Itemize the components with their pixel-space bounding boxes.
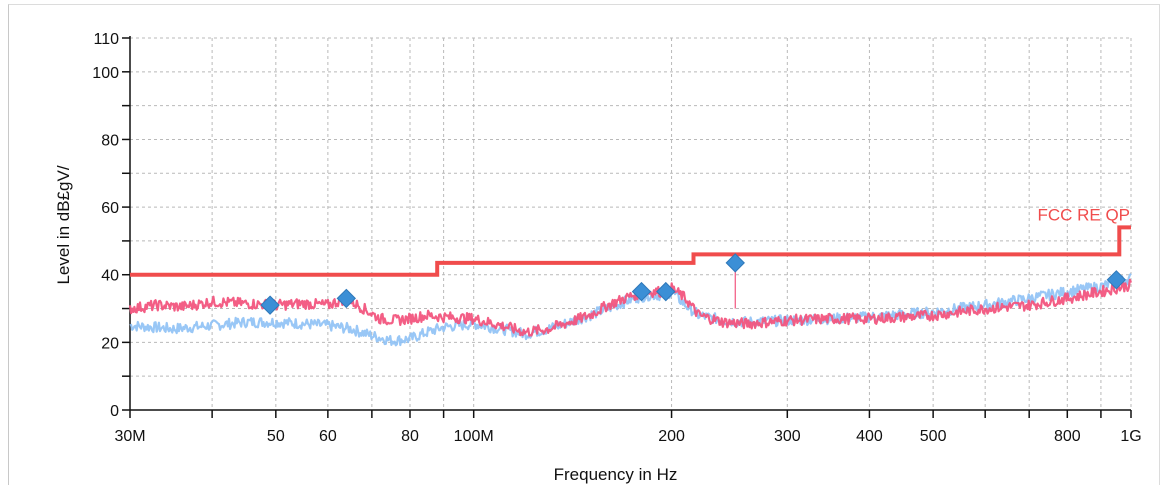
x-tick-label: 1G: [1120, 428, 1141, 445]
x-tick-label: 30M: [114, 428, 145, 445]
x-axis-title: Frequency in Hz: [554, 465, 678, 484]
axes: [122, 36, 1132, 418]
y-tick-label: 80: [101, 132, 119, 149]
x-tick-label: 100M: [454, 428, 494, 445]
fcc-limit-line: [130, 225, 1131, 277]
series-layer: [128, 272, 1133, 347]
x-tick-label: 200: [658, 428, 685, 445]
x-tick-label: 300: [774, 428, 801, 445]
x-tick-label: 500: [920, 428, 947, 445]
peak-marker: [725, 253, 745, 273]
limit-layer: [130, 225, 1131, 277]
x-tick-label: 50: [267, 428, 285, 445]
peak-marker: [1106, 270, 1127, 290]
marker-layer: [260, 253, 1127, 315]
labels: 0 20 40 60 80 100 110 30M 50 60 80 100M 200 300 400 500…: [92, 31, 1141, 445]
peak-marker: [656, 281, 676, 302]
x-tick-label: 80: [401, 428, 419, 445]
grid: [129, 37, 1132, 411]
y-tick-label: 60: [101, 200, 119, 217]
y-tick-label: 0: [110, 403, 119, 420]
chart-frame: [8, 4, 1160, 485]
y-tick-label: 110: [93, 31, 119, 48]
x-tick-label: 60: [319, 428, 337, 445]
y-tick-label: 20: [101, 335, 119, 352]
y-tick-label: 100: [92, 65, 119, 82]
limit-line-label: FCC RE QP: [1037, 205, 1130, 224]
x-tick-label: 400: [856, 428, 883, 445]
x-tick-label: 800: [1054, 428, 1081, 445]
peak-marker: [336, 288, 356, 309]
spectrum-trace: [129, 272, 1132, 347]
y-tick-label: 40: [101, 268, 119, 285]
y-axis-title: Level in dB£gV/: [54, 165, 73, 284]
spectrum-trace: [128, 278, 1133, 337]
peak-marker: [260, 295, 280, 315]
peak-marker: [631, 281, 652, 302]
